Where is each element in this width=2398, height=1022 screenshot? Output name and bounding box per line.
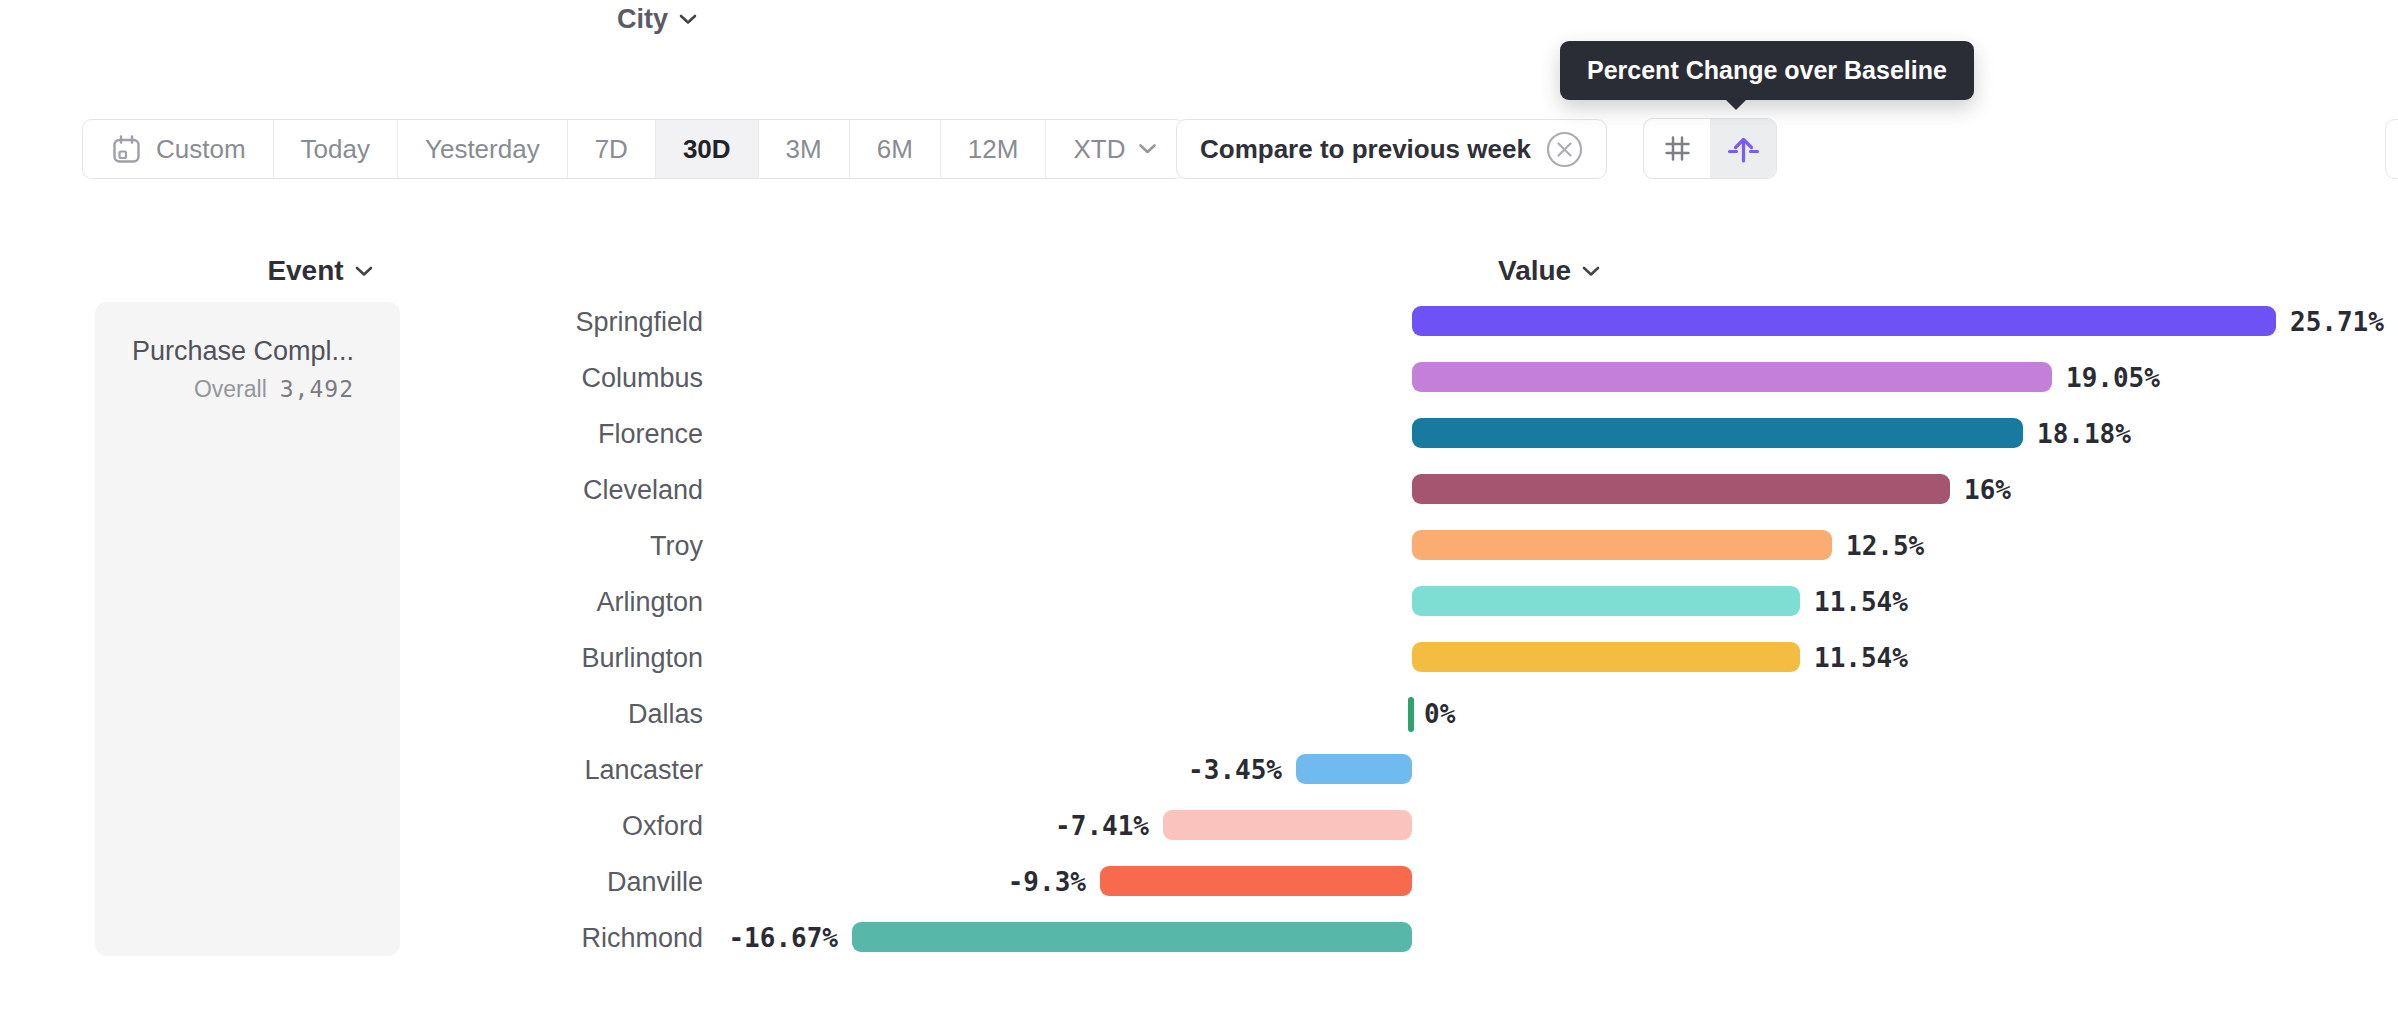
circle-x-icon[interactable]	[1546, 131, 1583, 168]
table-row: Cleveland 16%	[0, 462, 2398, 518]
arrow-up-from-line-icon	[1726, 131, 1761, 166]
city-label: Troy	[0, 518, 703, 574]
date-button-yesterday[interactable]: Yesterday	[398, 120, 568, 178]
date-button-30d[interactable]: 30D	[656, 120, 759, 178]
column-header-label: Value	[1498, 255, 1571, 287]
column-header-label: City	[617, 0, 668, 47]
date-button-label: Custom	[156, 134, 246, 165]
bar[interactable]	[1296, 754, 1412, 784]
date-button-label: 7D	[595, 134, 628, 165]
date-button-label: 30D	[683, 134, 731, 165]
table-row: Lancaster -3.45%	[0, 742, 2398, 798]
value-label: 11.54%	[1814, 630, 1908, 686]
city-label: Burlington	[0, 630, 703, 686]
value-label: 16%	[1964, 462, 2011, 518]
bar[interactable]	[1100, 866, 1412, 896]
chart-rows: Springfield 25.71% Columbus 19.05% Florence 1…	[0, 294, 2398, 966]
column-header-value[interactable]: Value	[1498, 252, 1600, 290]
tooltip-arrow	[1725, 99, 1747, 110]
value-label: 12.5%	[1846, 518, 1924, 574]
calendar-icon	[110, 133, 143, 166]
bar[interactable]	[1408, 697, 1414, 732]
value-label: 0%	[1424, 686, 1455, 742]
column-header-event[interactable]: Event	[230, 252, 410, 290]
city-label: Arlington	[0, 574, 703, 630]
date-button-label: XTD	[1073, 134, 1125, 165]
hash-icon	[1662, 133, 1693, 164]
date-button-12m[interactable]: 12M	[941, 120, 1047, 178]
date-button-label: Yesterday	[425, 134, 540, 165]
date-range-toolbar: Custom Today Yesterday 7D 30D 3M 6M 12M …	[82, 119, 1185, 179]
value-label: -3.45%	[1188, 742, 1282, 798]
cut-off-button[interactable]	[2385, 119, 2398, 179]
bar[interactable]	[1163, 810, 1412, 840]
value-label: 18.18%	[2037, 406, 2131, 462]
table-row: Dallas 0%	[0, 686, 2398, 742]
view-toggle-absolute[interactable]	[1644, 119, 1710, 178]
table-row: Oxford -7.41%	[0, 798, 2398, 854]
date-button-xtd[interactable]: XTD	[1046, 120, 1184, 178]
bar[interactable]	[1412, 642, 1800, 672]
bar[interactable]	[852, 922, 1412, 952]
date-button-label: 6M	[877, 134, 913, 165]
value-label: -7.41%	[1055, 798, 1149, 854]
view-toggle	[1643, 118, 1777, 179]
bar[interactable]	[1412, 362, 2052, 392]
date-button-custom[interactable]: Custom	[83, 120, 274, 178]
bar[interactable]	[1412, 306, 2276, 336]
table-row: Arlington 11.54%	[0, 574, 2398, 630]
column-header-label: Event	[267, 255, 343, 287]
comparison-chip[interactable]: Compare to previous week	[1176, 119, 1607, 179]
city-label: Richmond	[0, 910, 703, 966]
bar[interactable]	[1412, 418, 2023, 448]
tooltip-text: Percent Change over Baseline	[1587, 56, 1947, 85]
date-button-7d[interactable]: 7D	[568, 120, 656, 178]
date-button-6m[interactable]: 6M	[850, 120, 941, 178]
table-row: Columbus 19.05%	[0, 350, 2398, 406]
city-label: Columbus	[0, 350, 703, 406]
bar[interactable]	[1412, 530, 1832, 560]
city-label: Danville	[0, 854, 703, 910]
percent-change-chart-view: Percent Change over Baseline Custom Toda…	[0, 0, 2398, 1022]
date-button-today[interactable]: Today	[274, 120, 398, 178]
bar[interactable]	[1412, 474, 1950, 504]
tooltip: Percent Change over Baseline	[1560, 41, 1974, 100]
city-label: Cleveland	[0, 462, 703, 518]
city-label: Lancaster	[0, 742, 703, 798]
table-row: Troy 12.5%	[0, 518, 2398, 574]
comparison-chip-label: Compare to previous week	[1200, 134, 1531, 165]
value-label: -16.67%	[728, 910, 838, 966]
date-button-label: 3M	[786, 134, 822, 165]
city-label: Florence	[0, 406, 703, 462]
date-button-3m[interactable]: 3M	[759, 120, 850, 178]
date-button-label: Today	[301, 134, 370, 165]
value-label: 19.05%	[2066, 350, 2160, 406]
city-label: Dallas	[0, 686, 703, 742]
value-label: 11.54%	[1814, 574, 1908, 630]
table-row: Burlington 11.54%	[0, 630, 2398, 686]
column-header-city[interactable]: City	[567, 0, 747, 38]
value-label: 25.71%	[2290, 294, 2384, 350]
city-label: Oxford	[0, 798, 703, 854]
table-row: Florence 18.18%	[0, 406, 2398, 462]
bar[interactable]	[1412, 586, 1800, 616]
date-button-label: 12M	[968, 134, 1019, 165]
city-label: Springfield	[0, 294, 703, 350]
table-row: Springfield 25.71%	[0, 294, 2398, 350]
table-row: Danville -9.3%	[0, 854, 2398, 910]
chevron-down-icon	[1138, 143, 1157, 155]
value-label: -9.3%	[1008, 854, 1086, 910]
chevron-down-icon	[355, 266, 373, 277]
chevron-down-icon	[1582, 266, 1600, 277]
view-toggle-percent-change[interactable]	[1710, 119, 1776, 178]
table-row: Richmond -16.67%	[0, 910, 2398, 966]
chevron-down-icon	[679, 14, 697, 25]
